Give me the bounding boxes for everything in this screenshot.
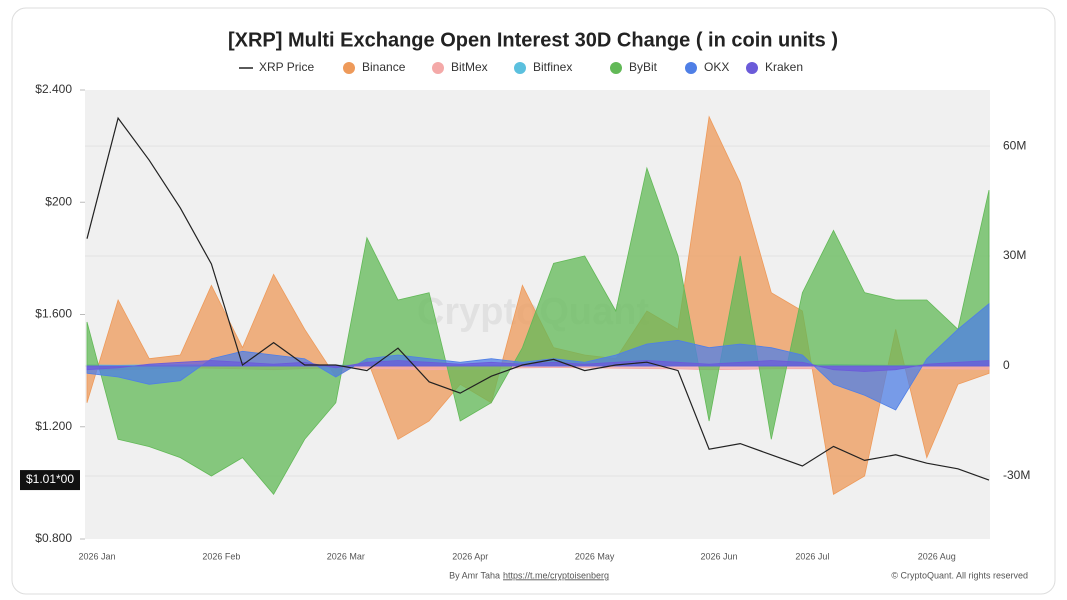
x-tick-label: 2026 Apr: [452, 551, 488, 561]
legend-label[interactable]: Binance: [362, 60, 406, 74]
area: [86, 166, 990, 495]
credit: By Amr Taha: [449, 570, 500, 580]
copyright: © CryptoQuant. All rights reserved: [891, 570, 1028, 580]
y-tick-label: $1.200: [35, 419, 72, 433]
area: [86, 302, 990, 411]
area: [86, 360, 990, 372]
credit-link[interactable]: https://t.me/cryptoisenberg: [503, 570, 609, 580]
y2-tick-label: 60M: [1003, 138, 1026, 152]
x-tick-label: 2026 May: [575, 551, 615, 561]
legend-swatch: [685, 62, 697, 74]
legend-swatch: [610, 62, 622, 74]
y-tick-label: $0.800: [35, 531, 72, 545]
legend-label[interactable]: ByBit: [629, 60, 658, 74]
legend-swatch: [432, 62, 444, 74]
last-price-box: [20, 470, 80, 491]
chart-title: [XRP] Multi Exchange Open Interest 30D C…: [228, 29, 838, 51]
legend-swatch: [343, 62, 355, 74]
x-tick-label: 2026 Jul: [795, 551, 829, 561]
legend-label[interactable]: XRP Price: [259, 60, 314, 74]
legend-label[interactable]: Bitfinex: [533, 60, 572, 74]
last-price-label: $1.01*00: [26, 472, 74, 486]
legend-label[interactable]: BitMex: [451, 60, 488, 74]
legend-label[interactable]: OKX: [704, 60, 729, 74]
x-tick-label: 2026 Feb: [202, 551, 240, 561]
legend: XRP Price Binance BitMex Bitfinex ByBit OKX Kr…: [239, 60, 803, 74]
legend-swatch: [514, 62, 526, 74]
x-tick-label: 2026 Jun: [701, 551, 738, 561]
y-tick-label: $2.400: [35, 82, 72, 96]
y2-tick-label: 30M: [1003, 248, 1026, 262]
x-tick-label: 2026 Aug: [918, 551, 956, 561]
y-tick-label: $1.600: [35, 307, 72, 321]
legend-label[interactable]: Kraken: [765, 60, 803, 74]
x-tick-label: 2026 Mar: [327, 551, 365, 561]
y-tick-label: $200: [45, 194, 72, 208]
y2-tick-label: -30M: [1003, 468, 1030, 482]
x-tick-label: 2026 Jan: [78, 551, 115, 561]
price-line: [86, 116, 990, 481]
legend-swatch: [746, 62, 758, 74]
y2-tick-label: 0: [1003, 358, 1010, 372]
